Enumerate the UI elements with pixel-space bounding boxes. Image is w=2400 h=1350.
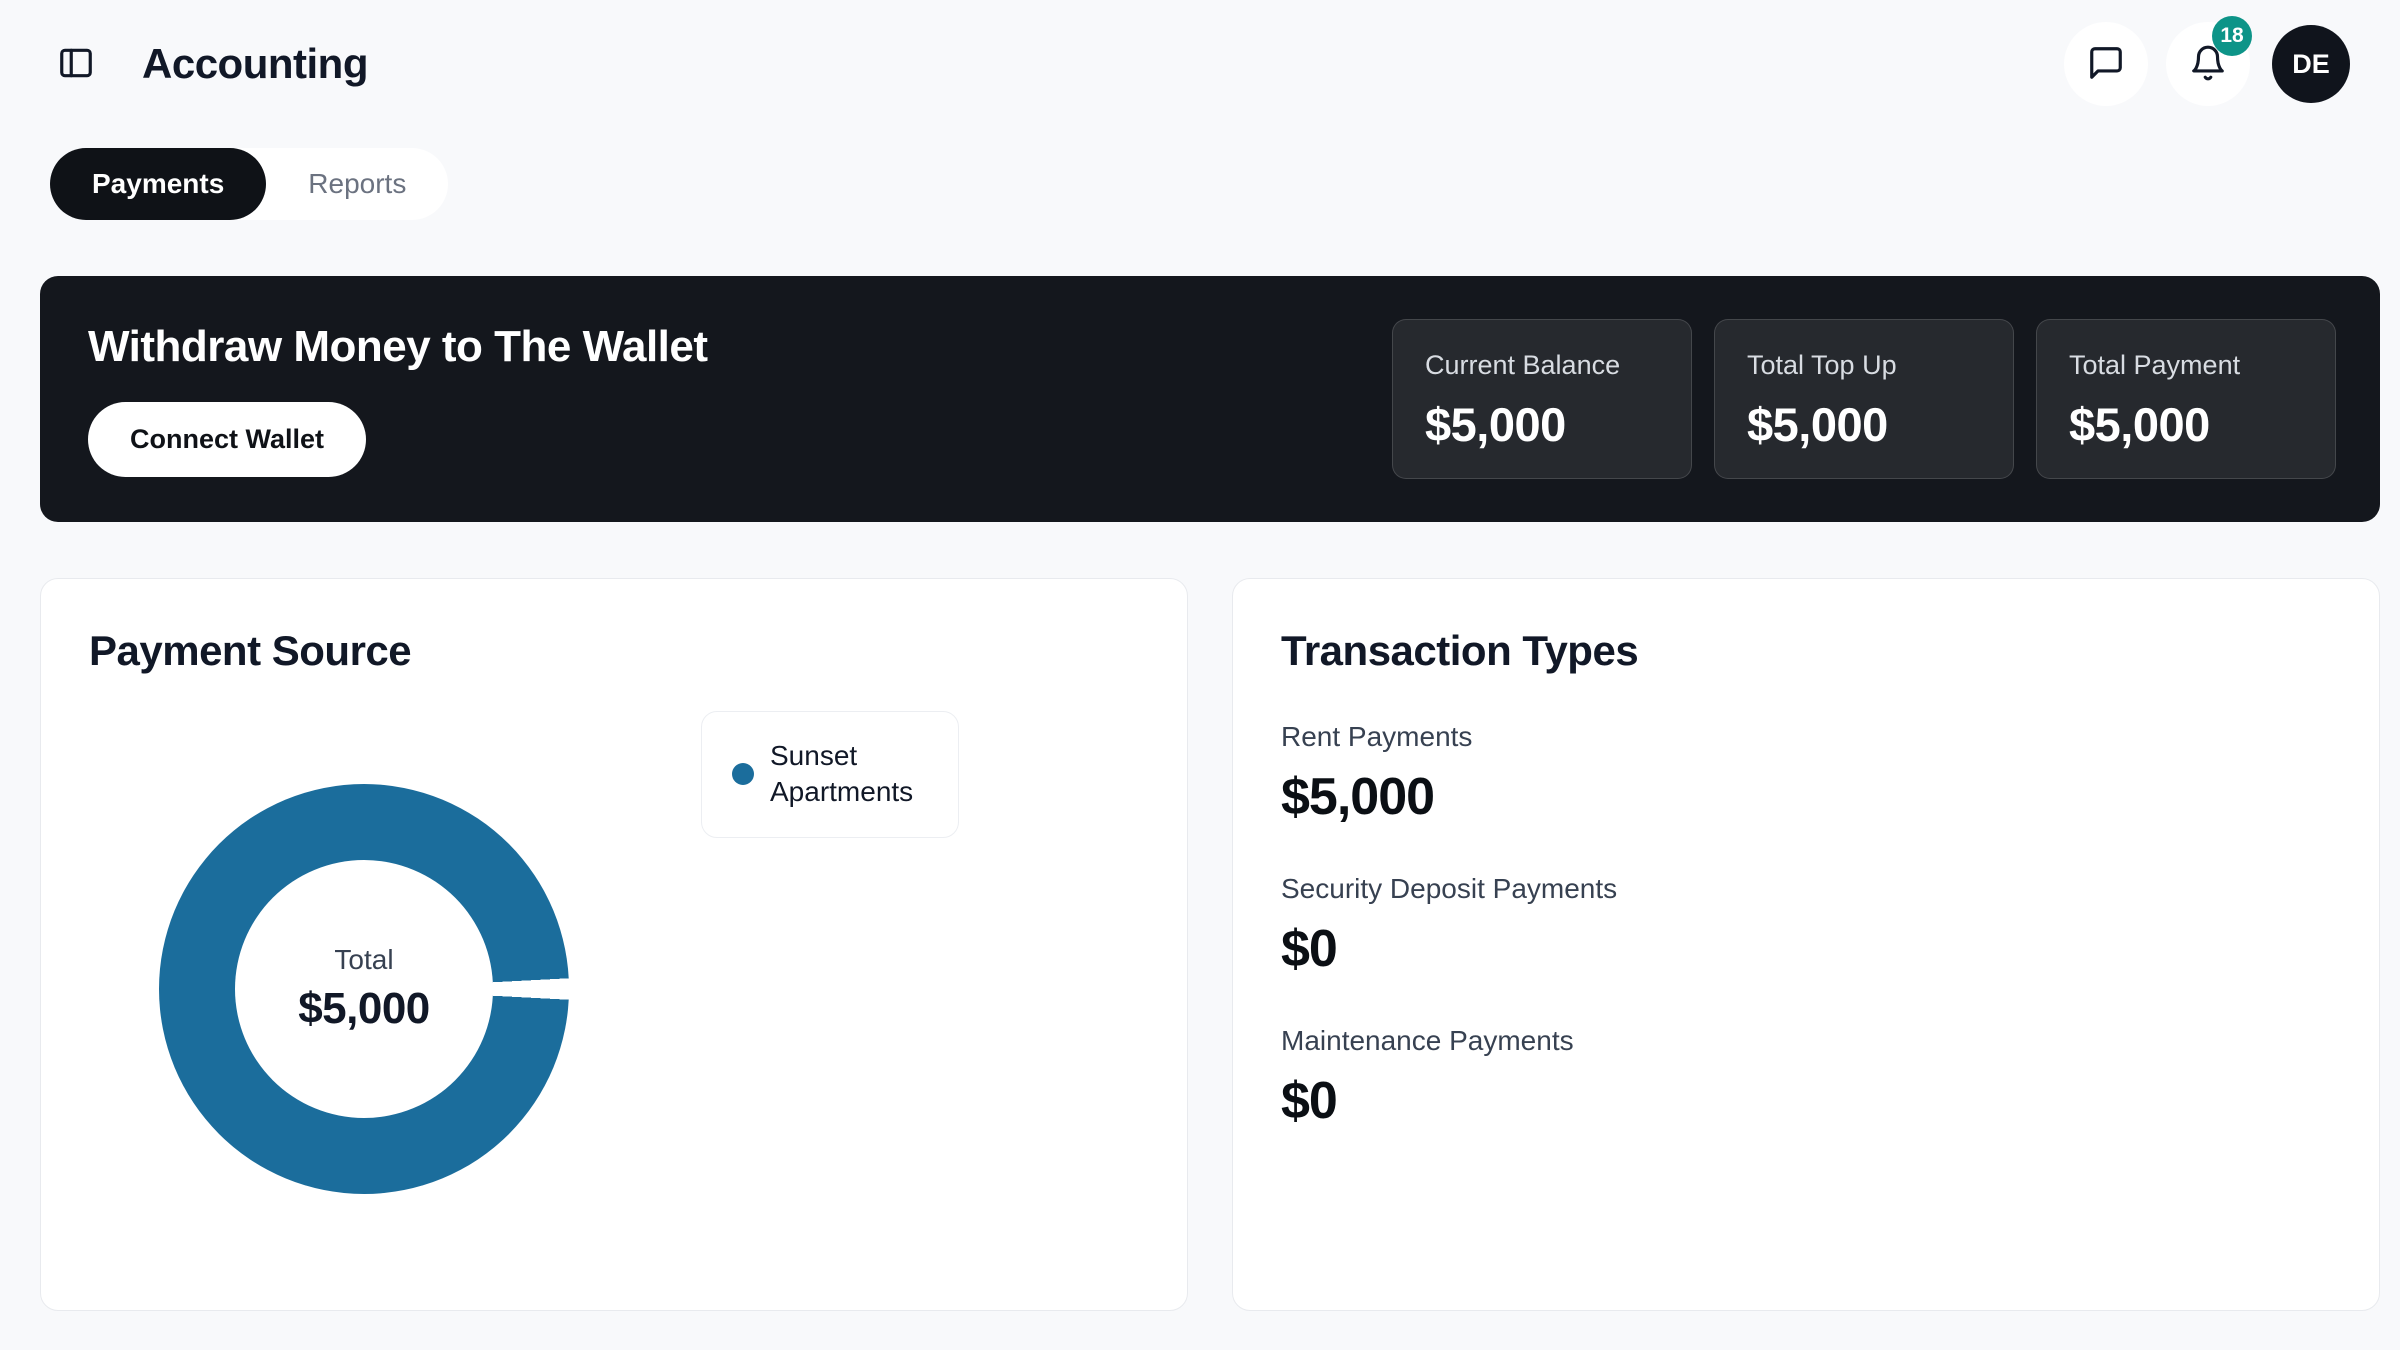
transaction-value: $0 [1281,920,1338,978]
payment-source-title: Payment Source [89,627,412,674]
legend-label: Sunset Apartments [770,740,914,808]
transaction-label: Maintenance Payments [1281,1025,1574,1056]
sidebar-toggle-button[interactable] [50,38,102,90]
avatar[interactable]: DE [2272,25,2350,103]
stat-value: $5,000 [1747,398,1888,451]
donut-center-label: Total [334,944,394,975]
stat-value: $5,000 [1425,398,1566,451]
stat-card-total-top-up: Total Top Up $5,000 [1714,319,2014,479]
transaction-item-maintenance: Maintenance Payments $0 [1281,1025,2331,1131]
content-cards: Payment Source Total $5,000 Sunset Apart… [40,578,2380,1311]
transaction-value: $5,000 [1281,768,1435,826]
transaction-item-security-deposit: Security Deposit Payments $0 [1281,873,2331,979]
notifications-wrapper: 18 [2166,16,2252,106]
transaction-value: $0 [1281,1072,1338,1130]
stat-label: Current Balance [1425,350,1621,380]
banner-stats: Current Balance $5,000 Total Top Up $5,0… [1392,319,2336,479]
stat-label: Total Payment [2069,350,2241,380]
bell-icon [2189,44,2227,85]
header: Accounting 18 DE [0,0,2400,106]
messages-button[interactable] [2064,22,2148,106]
legend-dot-icon [732,763,754,786]
wallet-banner: Withdraw Money to The Wallet Connect Wal… [40,276,2380,522]
donut-hole: Total $5,000 [235,860,493,1118]
transaction-types-card: Transaction Types Rent Payments $5,000 S… [1232,578,2380,1311]
notification-badge: 18 [2212,16,2252,56]
stat-card-current-balance: Current Balance $5,000 [1392,319,1692,479]
donut-center-value: $5,000 [298,984,430,1033]
transaction-label: Rent Payments [1281,721,1473,752]
chat-icon [2087,44,2125,85]
tab-reports[interactable]: Reports [266,148,448,220]
banner-left: Withdraw Money to The Wallet Connect Wal… [88,322,708,477]
stat-label: Total Top Up [1747,350,1897,380]
page-title: Accounting [142,40,368,87]
transaction-label: Security Deposit Payments [1281,873,1618,904]
tabs-container: Payments Reports [50,148,449,220]
payment-source-card: Payment Source Total $5,000 Sunset Apart… [40,578,1188,1311]
transaction-item-rent: Rent Payments $5,000 [1281,721,2331,827]
tabs-row: Payments Reports [50,148,2350,220]
stat-card-total-payment: Total Payment $5,000 [2036,319,2336,479]
connect-wallet-button[interactable]: Connect Wallet [88,401,367,477]
donut-chart[interactable]: Total $5,000 [159,784,569,1194]
legend-item[interactable]: Sunset Apartments [701,711,959,838]
banner-title: Withdraw Money to The Wallet [88,321,708,371]
panel-toggle-icon [57,44,95,85]
tab-payments[interactable]: Payments [50,148,267,220]
transaction-types-title: Transaction Types [1281,627,1639,674]
stat-value: $5,000 [2069,398,2210,451]
